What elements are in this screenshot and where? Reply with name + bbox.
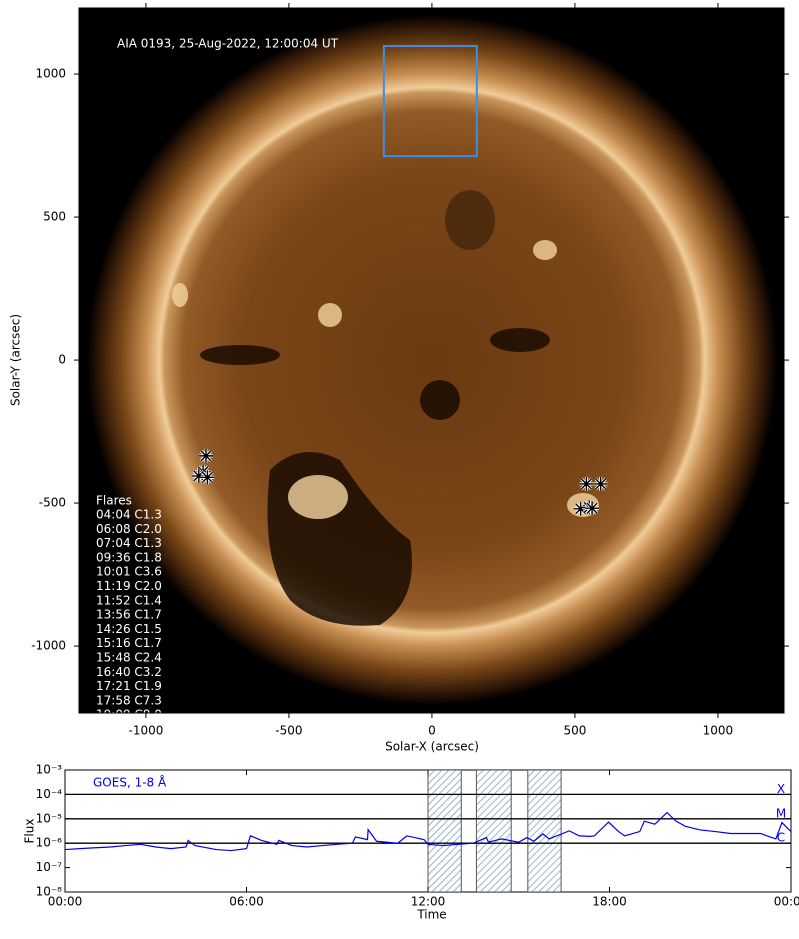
x-tick-label: -500	[275, 724, 302, 738]
flare-entry: 04:04 C1.3	[96, 508, 162, 522]
x-tick-label: 500	[563, 724, 586, 738]
flare-entry: 15:48 C2.4	[96, 651, 162, 665]
flare-marker	[579, 476, 594, 491]
flare-marker	[573, 501, 588, 516]
y-tick-label: -1000	[31, 639, 66, 653]
x-axis-label: Time	[416, 908, 446, 922]
plot-area	[65, 770, 791, 892]
y-tick-label: 10⁻⁸	[36, 885, 63, 899]
level-label: C	[777, 831, 785, 845]
flare-entry: 15:16 C1.7	[96, 636, 162, 650]
hatch-border	[427, 770, 462, 892]
x-tick-label: 12:00	[411, 895, 446, 909]
hatched-span	[527, 770, 562, 892]
x-tick-label: 06:00	[229, 895, 264, 909]
sun-disk	[87, 15, 777, 705]
x-tick-label: 00:00	[774, 895, 799, 909]
flare-marker	[593, 476, 608, 491]
flare-marker-stroke	[198, 448, 213, 463]
flare-marker-stroke	[191, 468, 206, 483]
image-title: AIA 0193, 25-Aug-2022, 12:00:04 UT	[117, 37, 339, 51]
flux-line	[65, 811, 791, 852]
flare-entry: 17:21 C1.9	[96, 679, 162, 693]
flare-marker	[191, 468, 206, 483]
flare-marker	[200, 470, 215, 485]
y-tick-label: 10⁻⁵	[36, 811, 63, 825]
flare-entry: 06:08 C2.0	[96, 522, 162, 536]
x-tick-label: 00:00	[48, 895, 83, 909]
y-tick-label: -500	[39, 496, 66, 510]
flare-entry: 13:56 C1.7	[96, 608, 162, 622]
region-box	[382, 45, 478, 158]
flare-entry: 10:01 C3.6	[96, 565, 162, 579]
x-tick-label: -1000	[128, 724, 163, 738]
legend-label: GOES, 1-8 Å	[93, 775, 167, 790]
flare-entry: 19:09 C8.0	[96, 708, 162, 722]
flare-marker-stroke	[593, 476, 608, 491]
flares-title: Flares	[96, 494, 132, 508]
y-tick-label: 500	[43, 210, 66, 224]
y-axis-label: Flux	[23, 819, 37, 844]
x-axis-label: Solar-X (arcsec)	[385, 740, 479, 754]
x-tick-label: 18:00	[592, 895, 627, 909]
y-axis-label: Solar-Y (arcsec)	[9, 314, 23, 406]
flare-marker	[198, 448, 213, 463]
flare-marker-stroke	[585, 501, 600, 516]
flare-entry: 16:40 C3.2	[96, 665, 162, 679]
hatch-border	[527, 770, 562, 892]
flare-entry: 09:36 C1.8	[96, 550, 162, 564]
flare-entry: 11:52 C1.4	[96, 593, 162, 607]
y-tick-label: 10⁻⁶	[36, 836, 63, 850]
x-tick-label: 1000	[703, 724, 734, 738]
level-label: M	[776, 806, 786, 820]
solar-image: AIA 0193, 25-Aug-2022, 12:00:04 UT Flare…	[79, 8, 784, 722]
hatch-lines	[428, 770, 462, 892]
flare-marker-stroke	[200, 470, 215, 485]
flare-marker-stroke	[579, 476, 594, 491]
flare-marker	[585, 501, 600, 516]
hatched-span	[475, 770, 512, 892]
y-tick-label: 1000	[35, 67, 66, 81]
x-tick-label: 0	[428, 724, 436, 738]
y-tick-label: 0	[58, 353, 66, 367]
y-tick-label: 10⁻³	[36, 763, 63, 777]
flare-marker-stroke	[573, 501, 588, 516]
flare-entry: 14:26 C1.5	[96, 622, 162, 636]
flare-entry: 11:19 C2.0	[96, 579, 162, 593]
hatched-span	[427, 770, 462, 892]
y-tick-label: 10⁻⁴	[36, 787, 63, 801]
hatch-lines	[527, 770, 562, 892]
level-label: X	[777, 782, 785, 796]
flare-entry: 17:58 C7.3	[96, 693, 162, 707]
flare-entry: 07:04 C1.3	[96, 536, 162, 550]
hatch-border	[475, 770, 512, 892]
hatch-lines	[476, 770, 512, 892]
y-tick-label: 10⁻⁷	[36, 860, 63, 874]
